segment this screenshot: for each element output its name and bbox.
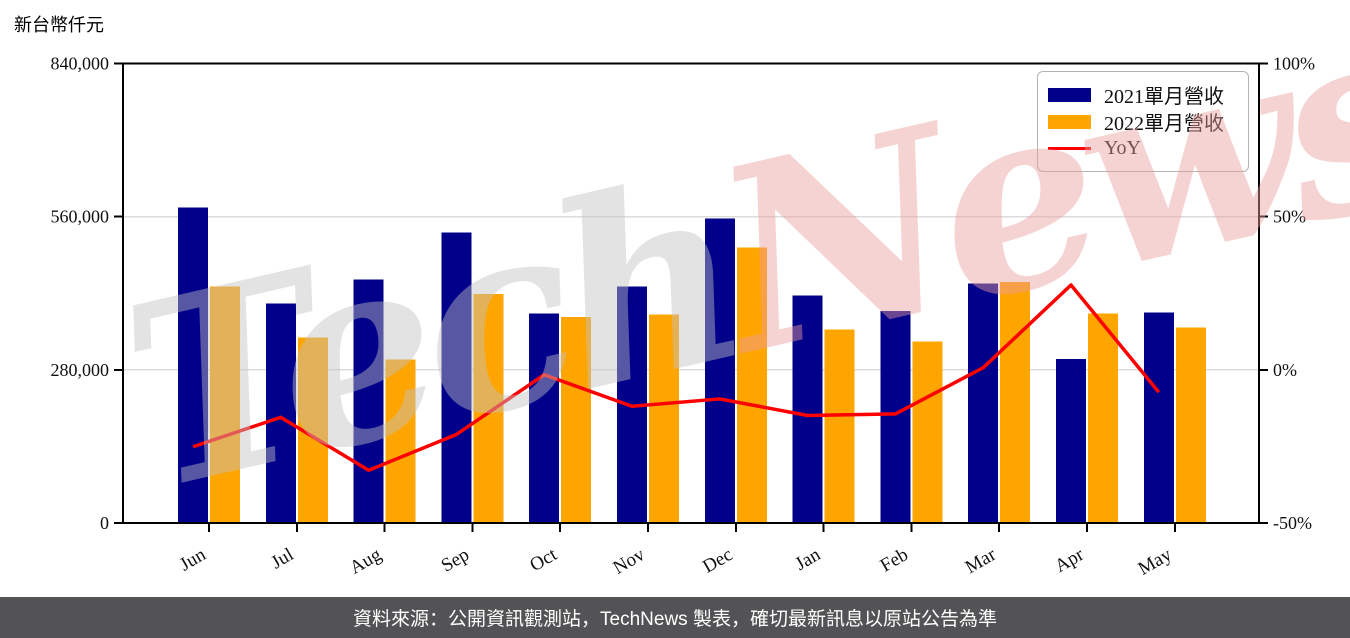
y-left-tick-label-0: 0: [100, 513, 109, 533]
x-tick-label-Aug: Aug: [346, 544, 385, 579]
y-right-tick-label--50: -50%: [1273, 513, 1312, 533]
x-tick-label-Nov: Nov: [610, 544, 649, 579]
bar-2021-Apr: [1056, 358, 1086, 523]
legend-item-2022: 2022單月營收: [1048, 108, 1242, 135]
legend-swatch-2022-icon: [1048, 114, 1091, 129]
bar-2022-Nov: [649, 314, 679, 523]
bar-2022-Jun: [210, 286, 240, 523]
x-tick-label-Feb: Feb: [877, 544, 912, 576]
bar-2021-Sep: [441, 232, 472, 524]
plot-border: [122, 62, 1260, 524]
x-tick-label-Jan: Jan: [792, 544, 825, 575]
bar-2022-Mar: [1000, 281, 1031, 523]
bar-2021-Feb: [880, 310, 911, 523]
x-tick-label-Apr: Apr: [1051, 544, 1088, 577]
x-tick-label-Oct: Oct: [526, 544, 561, 576]
source-footer: 資料來源：公開資訊觀測站，TechNews 製表，確切最新訊息以原站公告為準: [0, 597, 1350, 638]
x-tick-label-Sep: Sep: [438, 544, 473, 576]
legend-swatch-yoy-icon: [1048, 147, 1091, 150]
bar-2021-Jul: [265, 303, 296, 523]
x-tick-label-Dec: Dec: [699, 544, 736, 577]
bar-2022-Dec: [736, 247, 767, 524]
yoy-line: [192, 283, 1161, 473]
y-right-tick-label-100: 100%: [1273, 54, 1315, 74]
bar-2021-May: [1143, 312, 1174, 523]
y-right-tick-label-0: 0%: [1273, 360, 1297, 380]
bar-2022-Aug: [385, 359, 416, 523]
bar-2021-Jan: [792, 295, 823, 523]
source-footer-text: 資料來源：公開資訊觀測站，TechNews 製表，確切最新訊息以原站公告為準: [353, 609, 997, 630]
legend-label-2021: 2021單月營收: [1104, 86, 1224, 108]
legend-swatch-2021-icon: [1048, 87, 1091, 102]
legend-label-2022: 2022單月營收: [1104, 113, 1224, 135]
legend: 2021單月營收 2022單月營收 YoY: [1037, 71, 1249, 172]
bar-2022-May: [1175, 327, 1206, 523]
y-left-tick-label-280000: 280,000: [51, 360, 110, 380]
legend-item-yoy: YoY: [1048, 135, 1242, 162]
bar-2022-Feb: [912, 341, 943, 523]
bar-2021-Dec: [704, 218, 735, 523]
x-tick-label-Jun: Jun: [176, 544, 210, 576]
bar-2021-Aug: [353, 279, 384, 523]
y-left-tick-label-840000: 840,000: [51, 54, 110, 74]
bar-2022-Apr: [1088, 313, 1118, 523]
y-left-tick-label-560000: 560,000: [51, 207, 110, 227]
bar-2022-Jan: [824, 329, 855, 523]
legend-item-2021: 2021單月營收: [1048, 81, 1242, 108]
plot-area: 0 280,000 560,000 840,000 -50% 0% 50% 100% Jun Ju…: [51, 54, 1316, 580]
x-tick-label-Jul: Jul: [268, 544, 298, 573]
left-axis-title: 新台幣仟元: [14, 15, 104, 35]
bar-2022-Oct: [561, 316, 592, 523]
bar-2022-Sep: [473, 293, 504, 523]
y-right-tick-label-50: 50%: [1273, 207, 1306, 227]
bar-2021-Jun: [178, 207, 208, 524]
bar-2021-Mar: [968, 283, 999, 523]
bar-2021-Oct: [529, 313, 560, 523]
x-tick-label-Mar: Mar: [962, 544, 1000, 578]
legend-label-yoy: YoY: [1104, 137, 1141, 159]
x-tick-label-May: May: [1135, 544, 1176, 580]
